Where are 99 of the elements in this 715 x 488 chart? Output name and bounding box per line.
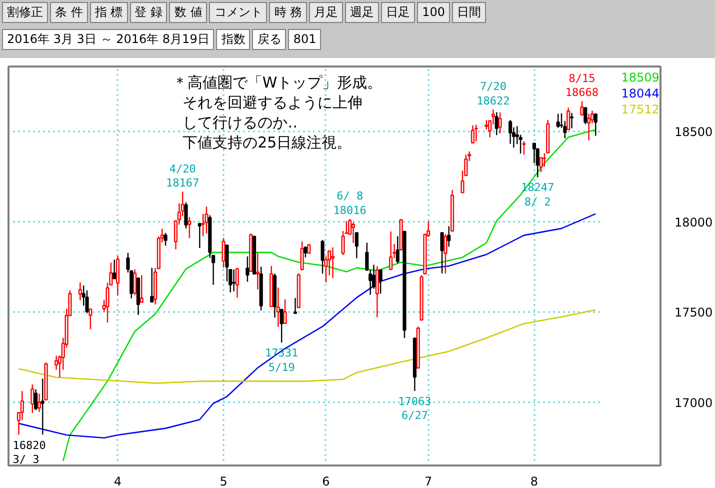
candlestick <box>150 267 154 303</box>
line-series <box>18 309 596 384</box>
text: 日足 <box>381 2 416 24</box>
candlestick <box>341 230 345 256</box>
text: 数 値 <box>169 2 208 24</box>
text: 条 件 <box>50 2 88 24</box>
line-series <box>18 213 596 439</box>
y-tick-label: 17500 <box>674 306 713 320</box>
text: 日間 <box>452 2 486 24</box>
candlestick <box>140 274 144 303</box>
candlestick <box>440 232 444 274</box>
candlestick <box>225 244 229 282</box>
candlestick <box>389 230 393 270</box>
annotation: 4/20 18167 <box>166 162 200 190</box>
text: 月足 <box>309 2 344 24</box>
candlestick <box>188 216 192 239</box>
candlestick <box>474 124 478 142</box>
candlestick <box>116 255 120 296</box>
candlestick <box>570 112 574 129</box>
candlestick <box>566 107 570 130</box>
candlestick <box>204 206 208 234</box>
candlestick <box>354 232 358 259</box>
candlestick <box>470 124 475 144</box>
text: 2016年 3月 3日 ～ 2016年 8月19日 <box>2 29 214 50</box>
annotation: して行けるのか‥ <box>182 114 298 132</box>
candlestick <box>375 266 379 318</box>
candlestick <box>584 107 588 125</box>
candlestick <box>580 100 584 116</box>
y-tick-label: 18500 <box>674 124 713 139</box>
candlestick <box>464 154 468 176</box>
text: 登 録 <box>130 2 168 24</box>
text: 801 <box>288 29 322 50</box>
candlestick <box>396 236 400 264</box>
x-tick-label: 5 <box>220 474 228 488</box>
line-series <box>62 129 596 462</box>
candlestick <box>556 113 560 128</box>
candlestick <box>112 259 116 280</box>
candlestick <box>484 120 488 130</box>
text: 割修正 <box>2 2 48 24</box>
candlestick <box>508 119 512 144</box>
candlestick <box>522 140 526 156</box>
x-tick-label: 8 <box>530 474 538 488</box>
annotation: ＊高値圏で「Wトップ」形成。 <box>172 74 382 92</box>
candlestick <box>300 240 304 270</box>
candlestick <box>198 222 202 249</box>
candlestick <box>351 222 356 244</box>
candlestick <box>40 378 44 436</box>
y-tick-label: 18000 <box>674 215 713 230</box>
candlestick <box>293 297 298 314</box>
annotation: 下値支持の25日線注視。 <box>182 134 352 152</box>
text: 指数 <box>216 29 250 50</box>
candlestick <box>78 282 82 301</box>
text: 100 <box>417 2 450 24</box>
candlestick <box>85 290 89 314</box>
candlestick <box>447 226 451 248</box>
candlestick <box>37 393 42 412</box>
annotation: それを回避するように上伸 <box>182 94 363 112</box>
text: 指 標 <box>90 2 128 24</box>
candlestick <box>444 234 448 274</box>
candlestick <box>320 239 324 274</box>
text: コメント <box>209 2 268 24</box>
candlestick <box>228 268 232 293</box>
candlestick <box>30 384 34 414</box>
text: 18044 <box>621 86 660 100</box>
candlestick <box>164 232 168 246</box>
candlestick <box>232 268 236 292</box>
candlestick <box>539 156 543 173</box>
candlestick <box>304 246 308 258</box>
text: 時 務 <box>269 2 308 24</box>
candlestick <box>34 388 38 411</box>
annotation: 16820 3/ 3 <box>12 438 46 466</box>
text: 18509 <box>621 70 660 84</box>
candlestick <box>498 112 502 134</box>
y-tick-label: 17000 <box>674 396 713 410</box>
candlestick <box>587 113 591 141</box>
candlestick <box>256 252 260 290</box>
candlestick <box>276 286 280 328</box>
text: 週足 <box>345 2 380 24</box>
x-tick-label: 4 <box>114 474 122 488</box>
candlestick <box>494 112 498 136</box>
annotation: 8/15 18668 <box>565 72 599 100</box>
annotation: 7/20 18622 <box>476 80 510 108</box>
candlestick <box>532 142 536 164</box>
candlestick <box>331 246 335 279</box>
candlestick <box>235 267 240 298</box>
candlestick <box>378 269 382 294</box>
candlestick <box>88 308 92 330</box>
candlestick <box>184 202 188 230</box>
candlestick <box>20 390 24 421</box>
annotation: 6/ 8 18016 <box>333 190 366 217</box>
x-tick-label: 7 <box>424 474 432 488</box>
candlestick <box>133 268 137 296</box>
annotation: 17063 6/27 <box>398 394 432 422</box>
candlestick <box>283 298 287 324</box>
x-tick-label: 6 <box>322 474 330 488</box>
candlestick <box>246 256 250 282</box>
text: 17512 <box>621 102 660 116</box>
candlestick <box>594 112 598 136</box>
text: 戻る <box>252 29 286 50</box>
